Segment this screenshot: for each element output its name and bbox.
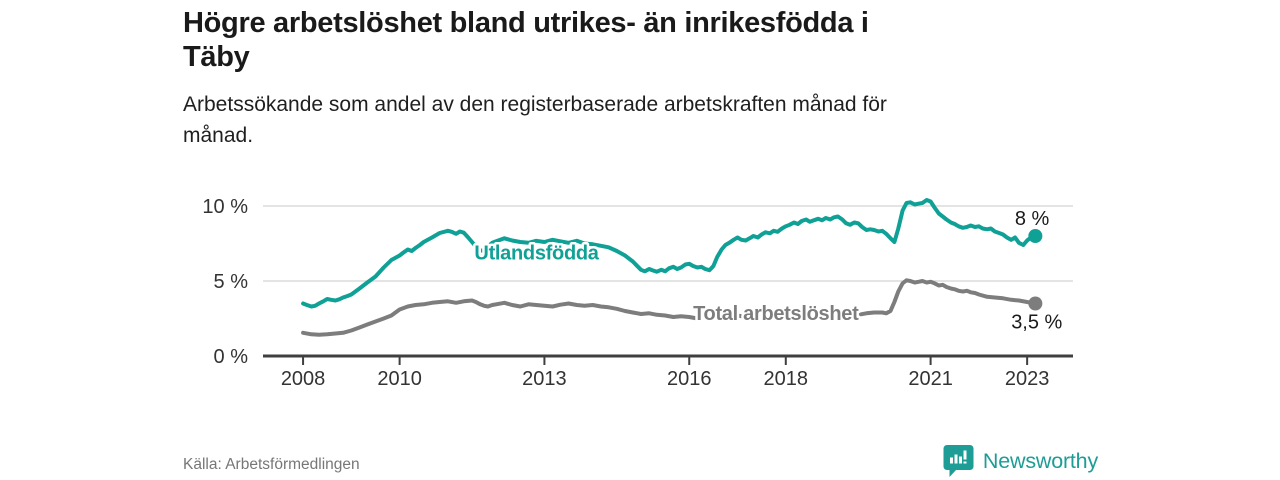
end-value-label: 8 % — [1015, 208, 1050, 230]
x-axis-tick-label: 2018 — [764, 368, 809, 390]
newsworthy-brand[interactable]: Newsworthy — [943, 444, 1098, 478]
title-line-2: Täby — [183, 41, 250, 73]
title-line-1: Högre arbetslöshet bland utrikes- än inr… — [183, 7, 869, 39]
x-axis-tick-label: 2023 — [1005, 368, 1050, 390]
series-end-dot — [1028, 296, 1043, 311]
subtitle-line-1: Arbetssökande som andel av den registerb… — [183, 93, 887, 116]
brand-wordmark: Newsworthy — [982, 448, 1098, 473]
series-line-total-arbetsl-shet — [301, 278, 1038, 337]
series-label-total-arbetsl-shet: Total arbetslöshet — [693, 303, 859, 325]
end-value-label: 3,5 % — [1011, 312, 1062, 334]
x-axis-tick-label: 2021 — [908, 368, 953, 390]
x-axis-tick-label: 2008 — [281, 368, 326, 390]
x-axis-tick-label: 2013 — [522, 368, 567, 390]
page-title: Högre arbetslöshet bland utrikes- än inr… — [183, 6, 1163, 74]
subtitle-line-2: månad. — [183, 124, 254, 147]
y-axis-tick-label: 5 % — [214, 271, 249, 293]
y-axis-tick-label: 10 % — [202, 196, 248, 218]
newsworthy-logo-icon — [943, 445, 974, 477]
y-axis-tick-label: 0 % — [214, 346, 249, 368]
series-label-utlandsf-dda: Utlandsfödda — [474, 242, 599, 264]
x-axis-tick-label: 2010 — [377, 368, 422, 390]
chart-subtitle: Arbetssökande som andel av den registerb… — [183, 89, 1083, 151]
series-end-dot — [1028, 229, 1043, 243]
source-note: Källa: Arbetsförmedlingen — [183, 456, 360, 473]
series-line-utlandsf-dda — [301, 198, 1038, 309]
x-axis-tick-label: 2016 — [667, 368, 712, 390]
